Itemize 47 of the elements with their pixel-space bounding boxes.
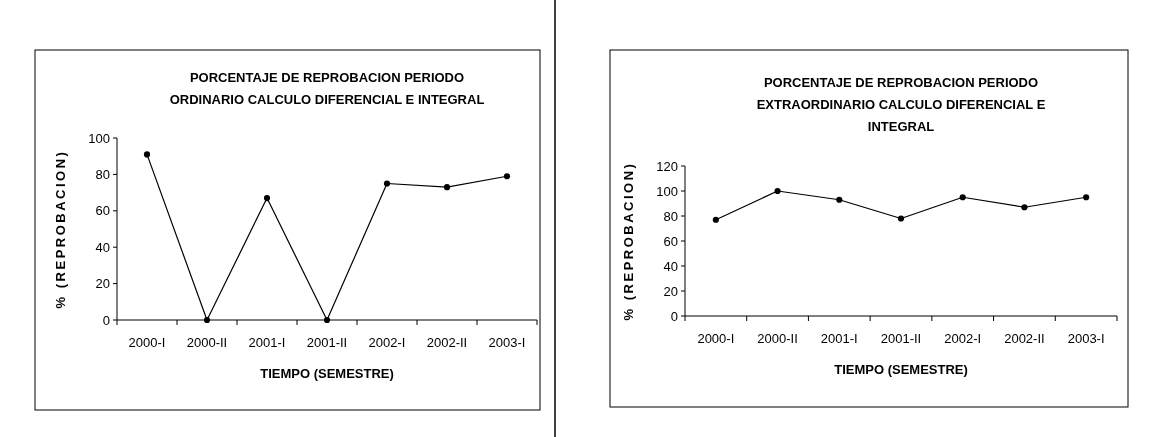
point	[503, 173, 511, 180]
point	[323, 316, 331, 324]
x-tick-label: 2002-I	[368, 335, 406, 350]
y-axis-title: % (REPROBACION)	[53, 149, 68, 309]
x-axis-title: TIEMPO (SEMESTRE)	[260, 366, 394, 381]
x-tick-label: 2000-II	[757, 331, 798, 346]
y-tick-label: 20	[95, 276, 110, 292]
y-tick-label: 60	[95, 203, 110, 219]
y-tick-label: 60	[663, 233, 678, 249]
x-tick-label: 2001-I	[820, 331, 858, 346]
y-tick-label: 0	[102, 312, 110, 328]
y-tick-label: 100	[88, 130, 110, 146]
x-tick-label: 2001-II	[306, 335, 348, 350]
point	[1021, 204, 1028, 211]
point	[712, 216, 719, 223]
x-tick-label: 2002-II	[1004, 331, 1045, 346]
point	[143, 151, 151, 158]
x-tick-label: 2002-I	[944, 331, 982, 346]
point	[443, 184, 451, 191]
x-tick-label: 2001-II	[880, 331, 922, 346]
y-tick-label: 20	[663, 283, 678, 299]
y-tick-label: 0	[670, 308, 678, 324]
point	[897, 215, 905, 222]
point	[836, 196, 843, 203]
x-axis-title: TIEMPO (SEMESTRE)	[834, 362, 968, 377]
y-axis-title: % (REPROBACION)	[621, 161, 636, 321]
point	[959, 194, 966, 201]
x-tick-label: 2003-I	[488, 335, 526, 350]
chart-title: PORCENTAJE DE REPROBACION PERIODO ORDINARIO CALCULO DIFERENCIAL E INTEGRAL	[169, 70, 485, 107]
x-tick-label: 2000-I	[697, 331, 735, 346]
x-tick-label: 2003-I	[1067, 331, 1105, 346]
x-tick-label: 2001-I	[248, 335, 286, 350]
y-tick-label: 80	[95, 166, 110, 182]
x-tick-label: 2002-II	[426, 335, 468, 350]
point	[383, 180, 391, 187]
y-tick-label: 120	[656, 158, 678, 174]
point	[1083, 194, 1090, 201]
y-tick-label: 100	[656, 183, 678, 199]
point	[774, 187, 781, 195]
x-tick-label: 2000-I	[128, 335, 166, 350]
point	[203, 316, 211, 324]
y-tick-label: 80	[663, 208, 678, 224]
y-tick-label: 40	[663, 258, 678, 274]
point	[263, 194, 271, 202]
x-tick-label: 2000-II	[186, 335, 228, 350]
chart-title: PORCENTAJE DE REPROBACION PERIODO EXTRAORDINARIO CALCULO DIFERENCIAL E INTEGRAL	[756, 75, 1046, 134]
y-tick-label: 40	[95, 239, 110, 255]
